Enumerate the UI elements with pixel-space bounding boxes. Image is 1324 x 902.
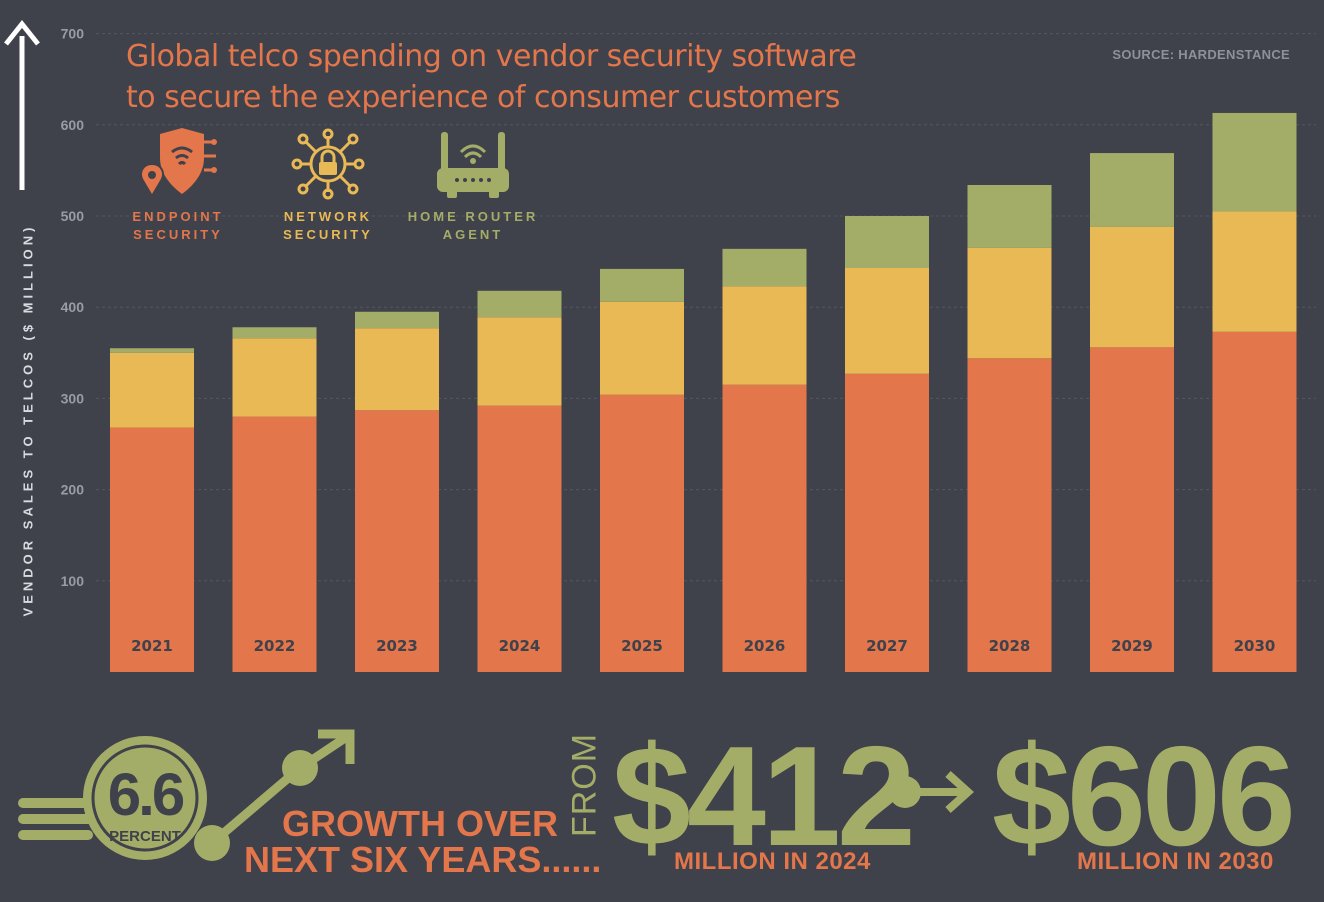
- bar-segment: [110, 352, 194, 428]
- bar-segment: [967, 247, 1052, 359]
- legend-label-line2: SECURITY: [133, 227, 223, 242]
- x-tick-label: 2030: [1234, 637, 1276, 655]
- x-tick-label: 2025: [621, 637, 663, 655]
- bar-segment: [477, 405, 562, 672]
- bar-segment: [355, 410, 439, 672]
- bar-segment: [967, 184, 1052, 248]
- bar-segment: [477, 290, 562, 318]
- bar-segment: [477, 317, 562, 406]
- end-caption: MILLION IN 2030: [1077, 848, 1274, 875]
- bar-segment: [845, 267, 929, 374]
- bar-segment: [1212, 112, 1297, 212]
- bar-segment: [722, 248, 807, 287]
- bar-segment: [722, 384, 807, 672]
- legend-label-line1: ENDPOINT: [132, 209, 224, 224]
- bar-stack-group: [110, 112, 1297, 672]
- legend-label-line1: NETWORK: [283, 209, 373, 224]
- growth-arrow-icon: [194, 729, 355, 861]
- growth-caption-line1: GROWTH OVER: [282, 803, 558, 844]
- chart-title: Global telco spending on vendor security…: [126, 36, 857, 118]
- legend-label-line1: HOME ROUTER: [407, 209, 539, 224]
- legend-endpoint-security: ENDPOINT SECURITY: [118, 128, 238, 244]
- y-tick-label: 200: [61, 482, 85, 498]
- bar-segment: [232, 327, 317, 339]
- bar-segment: [600, 301, 684, 395]
- x-tick-label: 2026: [744, 637, 786, 655]
- bar-segment: [1090, 347, 1174, 672]
- start-value: $412: [612, 717, 916, 876]
- x-tick-label: 2023: [376, 637, 418, 655]
- percent-word: PERCENT: [109, 828, 181, 845]
- network-lock-icon: [291, 128, 365, 200]
- from-label: FROM: [565, 732, 604, 838]
- end-value: $606: [992, 717, 1296, 876]
- growth-caption: GROWTH OVER NEXT SIX YEARS......: [244, 806, 601, 878]
- y-tick-label: 600: [61, 117, 85, 133]
- x-tick-label: 2027: [866, 637, 908, 655]
- legend-home-router-agent: HOME ROUTER AGENT: [398, 128, 548, 244]
- x-tick-label: 2029: [1111, 637, 1153, 655]
- percent-badge-icon: [18, 736, 207, 860]
- y-tick-label: 700: [61, 26, 85, 42]
- legend-label-line2: AGENT: [442, 227, 504, 242]
- percent-value: 6.6: [107, 761, 185, 828]
- legend-label-line2: SECURITY: [283, 227, 373, 242]
- y-tick-labels: 100 200 300 400 500 600 700: [61, 26, 85, 589]
- x-tick-labels: 2021 2022 2023 2024 2025 2026 2027 2028 2029 2030: [131, 637, 1275, 655]
- bar-segment: [1090, 226, 1174, 348]
- shield-location-icon: [140, 128, 217, 198]
- y-axis-label: VENDOR SALES TO TELCOS ($ MILLION): [20, 223, 36, 617]
- x-tick-label: 2021: [131, 637, 173, 655]
- bar-segment: [600, 394, 684, 672]
- bar-segment: [1212, 211, 1297, 332]
- bar-segment: [232, 338, 317, 417]
- y-tick-label: 500: [61, 208, 85, 224]
- bar-segment: [355, 311, 439, 329]
- bar-segment: [232, 416, 317, 672]
- y-tick-label: 400: [61, 299, 85, 315]
- bar-segment: [1212, 331, 1297, 672]
- x-tick-label: 2022: [254, 637, 296, 655]
- bar-segment: [967, 358, 1052, 672]
- bar-segment: [600, 268, 684, 302]
- bar-segment: [845, 373, 929, 672]
- bar-segment: [110, 427, 194, 672]
- growth-caption-line2: NEXT SIX YEARS......: [244, 839, 602, 880]
- y-tick-label: 300: [61, 390, 85, 406]
- bar-segment: [355, 328, 439, 411]
- y-tick-label: 100: [61, 573, 85, 589]
- source-credit: SOURCE: HARDENSTANCE: [1112, 47, 1290, 62]
- x-tick-label: 2028: [989, 637, 1031, 655]
- bar-segment: [1090, 153, 1174, 227]
- legend-network-security: NETWORK SECURITY: [268, 128, 388, 244]
- bar-segment: [110, 348, 194, 353]
- router-icon: [437, 132, 509, 198]
- start-caption: MILLION IN 2024: [674, 848, 871, 875]
- x-tick-label: 2024: [499, 637, 541, 655]
- value-arrow-icon: [889, 771, 974, 813]
- bar-segment: [722, 286, 807, 385]
- chart-title-line2: to secure the experience of consumer cus…: [126, 80, 840, 115]
- chart-title-line1: Global telco spending on vendor security…: [126, 39, 857, 74]
- bar-segment: [845, 216, 929, 268]
- y-axis-arrow-icon: [4, 19, 40, 190]
